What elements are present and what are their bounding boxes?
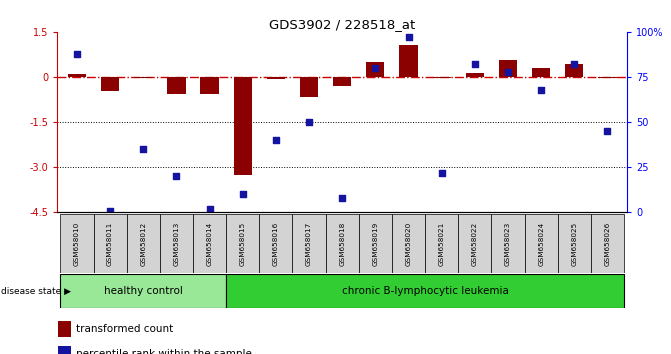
Bar (226, 274, 624, 308)
Bar (160, 214, 193, 273)
Text: GSM658024: GSM658024 (538, 221, 544, 266)
Bar (193, 214, 226, 273)
Bar (458, 214, 491, 273)
Text: GSM658019: GSM658019 (372, 221, 378, 266)
Text: GSM658011: GSM658011 (107, 221, 113, 266)
Point (337, 195, 348, 201)
Point (536, 87, 547, 92)
Text: GSM658022: GSM658022 (472, 221, 478, 266)
Text: GSM658015: GSM658015 (240, 221, 246, 266)
Bar (399, 45, 417, 77)
Bar (466, 73, 484, 77)
Point (105, 208, 115, 213)
Text: GSM658012: GSM658012 (140, 221, 146, 266)
Bar (93, 214, 127, 273)
Bar (58, 346, 70, 354)
Point (470, 62, 480, 67)
Bar (259, 214, 293, 273)
Bar (491, 214, 525, 273)
Bar (201, 77, 219, 93)
Bar (267, 77, 285, 79)
Text: GSM658014: GSM658014 (207, 221, 213, 266)
Bar (499, 61, 517, 77)
Bar (359, 214, 392, 273)
Point (569, 62, 580, 67)
Text: GSM658026: GSM658026 (605, 221, 611, 266)
Text: GSM658017: GSM658017 (306, 221, 312, 266)
Point (436, 170, 447, 176)
Text: GSM658016: GSM658016 (273, 221, 279, 266)
Bar (565, 64, 584, 77)
Point (602, 128, 613, 134)
Bar (68, 74, 86, 77)
Text: GSM658018: GSM658018 (340, 221, 345, 266)
Bar (433, 77, 451, 78)
Bar (558, 214, 591, 273)
Text: GSM658025: GSM658025 (571, 221, 577, 266)
Bar (127, 214, 160, 273)
Text: GSM658023: GSM658023 (505, 221, 511, 266)
Point (304, 119, 315, 125)
Bar (60, 214, 93, 273)
Bar (425, 214, 458, 273)
Text: chronic B-lymphocytic leukemia: chronic B-lymphocytic leukemia (342, 286, 509, 296)
Bar (226, 214, 259, 273)
Point (370, 65, 380, 71)
Text: GSM658010: GSM658010 (74, 221, 80, 266)
Point (503, 69, 513, 74)
Bar (101, 77, 119, 91)
Text: percentile rank within the sample: percentile rank within the sample (76, 348, 252, 354)
Bar (58, 321, 70, 337)
Point (138, 147, 148, 152)
Text: disease state ▶: disease state ▶ (1, 287, 71, 296)
Bar (300, 77, 318, 97)
Point (238, 192, 248, 197)
Title: GDS3902 / 228518_at: GDS3902 / 228518_at (269, 18, 415, 31)
Point (204, 206, 215, 212)
Bar (293, 214, 325, 273)
Text: GSM658013: GSM658013 (173, 221, 179, 266)
Bar (167, 77, 185, 93)
Bar (392, 214, 425, 273)
Point (270, 137, 281, 143)
Bar (325, 214, 359, 273)
Bar (366, 62, 384, 77)
Bar (532, 68, 550, 77)
Text: GSM658020: GSM658020 (405, 221, 411, 266)
Bar (134, 77, 152, 79)
Bar (599, 77, 617, 78)
Bar (525, 214, 558, 273)
Text: GSM658021: GSM658021 (439, 221, 445, 266)
Bar (333, 77, 352, 86)
Text: healthy control: healthy control (104, 286, 183, 296)
Text: transformed count: transformed count (76, 324, 173, 334)
Point (403, 34, 414, 40)
Point (171, 173, 182, 179)
Bar (591, 214, 624, 273)
Bar (234, 77, 252, 175)
Bar (60, 274, 226, 308)
Point (72, 51, 83, 56)
